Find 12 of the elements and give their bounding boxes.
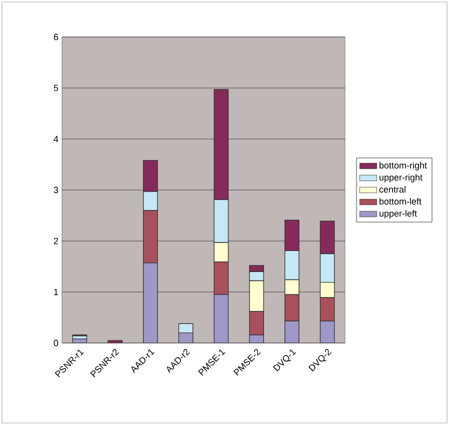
legend-label: bottom-left	[380, 198, 422, 205]
legend-label: bottom-right	[380, 162, 427, 170]
y-tick-label: 4	[54, 136, 58, 142]
y-tick-label: 0	[54, 340, 58, 346]
legend-label: central	[379, 186, 406, 193]
y-tick-label: 5	[54, 84, 58, 92]
y-tick-label: 3	[54, 186, 58, 194]
y-tick-label: 6	[54, 34, 58, 40]
legend-label: upper-left	[380, 210, 417, 218]
y-tick-label: 1	[54, 288, 58, 296]
y-tick-label: 2	[54, 238, 58, 244]
legend-label: upper-right	[380, 174, 422, 182]
